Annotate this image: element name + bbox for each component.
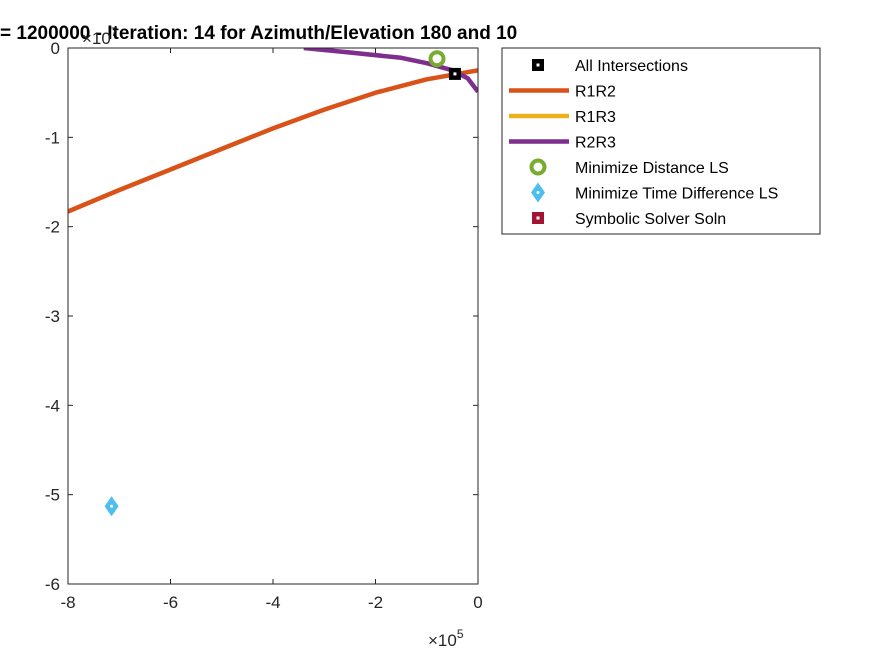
svg-text:×105: ×105 — [428, 627, 464, 650]
y-tick-label: -2 — [45, 218, 60, 237]
legend-item-minimize-time-difference-ls[interactable]: Minimize Time Difference LS — [531, 182, 778, 203]
legend-item-all-intersections[interactable]: All Intersections — [532, 58, 688, 75]
chart-title: = 1200000 - Iteration: 14 for Azimuth/El… — [0, 23, 517, 44]
legend-label: Minimize Distance LS — [575, 160, 729, 177]
legend-item-minimize-distance-ls[interactable]: Minimize Distance LS — [529, 158, 729, 177]
legend-swatch — [529, 158, 547, 176]
marker-minimize-distance-ls — [428, 50, 446, 68]
x-exponent-power: 5 — [457, 627, 464, 641]
x-tick-label: -2 — [368, 593, 383, 612]
legend-swatch — [531, 182, 545, 203]
series-layer — [68, 48, 478, 517]
legend-label: R2R3 — [575, 135, 616, 152]
y-tick-label: -4 — [45, 396, 60, 415]
series-line-r1r2 — [68, 68, 478, 214]
y-exponent-base: ×10 — [82, 29, 111, 48]
legend-item-r1r2[interactable]: R1R2 — [509, 84, 616, 101]
axis-ticks: -8 -6 -4 -2 0-6-5-4-3-2-10 — [45, 39, 483, 612]
y-exponent-label: ×107 — [82, 25, 118, 48]
y-tick-label: -5 — [45, 486, 60, 505]
y-exponent-power: 7 — [111, 25, 118, 39]
legend-label: All Intersections — [575, 58, 688, 75]
marker-all-intersections — [448, 67, 461, 80]
legend-label: Symbolic Solver Soln — [575, 211, 726, 228]
x-tick-label: -4 — [265, 593, 280, 612]
x-tick-label: -6 — [163, 593, 178, 612]
plot-area: -8 -6 -4 -2 0-6-5-4-3-2-10 — [45, 39, 483, 612]
x-tick-label: 0 — [473, 593, 482, 612]
series-line-r2r3 — [303, 48, 478, 94]
legend-label: R1R3 — [575, 109, 616, 126]
x-exponent-label: ×105 — [428, 627, 464, 650]
legend-item-r1r3[interactable]: R1R3 — [509, 109, 616, 126]
legend-label: R1R2 — [575, 84, 616, 101]
y-tick-label: -3 — [45, 307, 60, 326]
legend-swatch — [532, 212, 544, 224]
y-tick-label: 0 — [51, 39, 60, 58]
y-tick-label: -1 — [45, 128, 60, 147]
legend[interactable]: All Intersections R1R2 R1R3 R2R3 Minimize Di… — [501, 47, 821, 235]
y-tick-label: -6 — [45, 575, 60, 594]
axes-background — [68, 48, 478, 584]
legend-swatch — [532, 59, 544, 71]
marker-minimize-time-difference-ls — [104, 496, 119, 517]
x-exponent-base: ×10 — [428, 631, 457, 650]
svg-text:×107: ×107 — [82, 25, 118, 48]
x-tick-label: -8 — [60, 593, 75, 612]
legend-item-r2r3[interactable]: R2R3 — [509, 135, 616, 152]
legend-item-symbolic-solver-soln[interactable]: Symbolic Solver Soln — [532, 211, 726, 228]
legend-label: Minimize Time Difference LS — [575, 186, 778, 203]
